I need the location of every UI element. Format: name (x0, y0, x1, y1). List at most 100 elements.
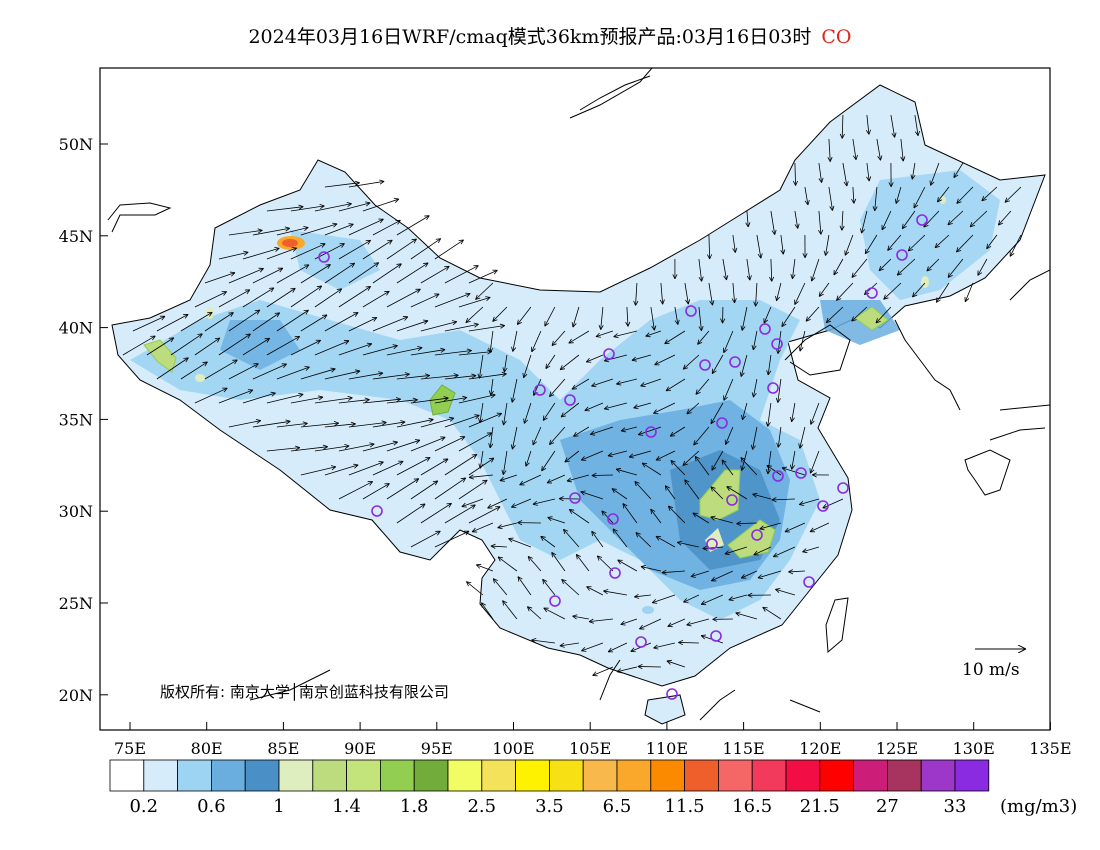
site-marker (759, 323, 771, 335)
wind-arrow (228, 309, 261, 332)
wind-arrow (324, 369, 361, 380)
y-tick-label: 45N (59, 227, 93, 246)
wind-arrow (547, 516, 566, 524)
wind-arrow (372, 372, 410, 380)
wind-arrow (522, 354, 532, 379)
wind-arrow (896, 258, 916, 276)
wind-arrow (581, 642, 604, 652)
wind-arrow (639, 618, 662, 630)
colorbar-swatch (244, 759, 280, 792)
wind-arrow (266, 247, 297, 260)
wind-arrow (702, 545, 723, 551)
colorbar-label: 3.5 (535, 796, 564, 817)
wind-arrow (458, 349, 493, 356)
colorbar-swatch (954, 759, 990, 792)
wind-arrow (851, 306, 868, 322)
y-tick-label: 50N (59, 135, 93, 154)
wind-arrow (766, 465, 782, 476)
pollutant-label: CO (821, 26, 852, 48)
map-layers (107, 68, 1050, 725)
colorbar-swatch (177, 759, 212, 792)
x-tick-label: 105E (569, 739, 611, 758)
wind-arrow (698, 306, 704, 332)
wind-arrow (410, 293, 440, 308)
wind-arrow (468, 371, 507, 380)
wind-arrow (751, 330, 758, 351)
wind-arrow (396, 503, 426, 524)
colorbar-label: 16.5 (732, 796, 772, 817)
wind-arrow (953, 162, 964, 179)
wind-arrow (697, 330, 710, 345)
wind-arrow (693, 426, 710, 446)
wind-arrow (502, 600, 518, 620)
x-tick-label: 125E (876, 739, 918, 758)
wind-arrow (762, 606, 782, 620)
colorbar-label: 33 (944, 796, 967, 817)
colorbar-swatch (549, 759, 584, 792)
y-tick-label: 40N (59, 319, 93, 338)
wind-arrow (686, 618, 710, 627)
wind-arrow (542, 578, 556, 596)
colorbar-label: 0.2 (129, 796, 158, 817)
concentration-hotspots (143, 196, 946, 614)
wind-arrow (242, 287, 275, 308)
wind-arrow (501, 402, 508, 426)
wind-arrow (156, 313, 189, 332)
wind-arrow (468, 323, 505, 332)
wind-arrow (488, 378, 494, 396)
wind-arrow (653, 642, 676, 650)
wind-arrow (276, 309, 309, 332)
wind-arrow (1004, 186, 1022, 203)
wind-arrow (741, 402, 748, 421)
wind-arrow (276, 421, 308, 428)
wind-arrow (386, 238, 417, 260)
copyright-text: 版权所有: 南京大学│南京创蓝科技有限公司 (160, 683, 449, 701)
wind-arrow (887, 234, 902, 251)
wind-arrow (746, 258, 752, 281)
wind-arrow (997, 210, 1012, 226)
wind-arrow (194, 387, 228, 404)
wind-arrow (664, 330, 686, 345)
wind-arrow (290, 285, 323, 308)
wind-arrow (635, 532, 652, 548)
wind-arrow (641, 462, 662, 476)
wind-arrow (833, 258, 844, 276)
wind-arrow (665, 378, 686, 392)
colorbar-label: 27 (876, 796, 899, 817)
wind-arrow (468, 457, 495, 476)
wind-arrow (466, 581, 484, 596)
wind-arrow (890, 114, 897, 138)
wind-arrow (866, 162, 872, 182)
wind-arrow (827, 138, 833, 162)
wind-arrow (563, 528, 580, 548)
wind-arrow (551, 330, 566, 347)
wind-arrow (218, 289, 251, 308)
y-axis: 50N 45N 40N 35N 30N 25N 20N (59, 135, 108, 705)
wind-arrow (628, 450, 652, 459)
wind-arrow (684, 479, 700, 500)
wind-arrow (710, 402, 724, 425)
wind-arrow (766, 354, 772, 376)
x-tick-label: 100E (492, 739, 534, 758)
wind-arrow (218, 250, 249, 260)
wind-arrow (531, 638, 555, 644)
colorbar-swatch (109, 759, 145, 792)
wind-arrow (634, 593, 651, 599)
wind-arrow (372, 263, 402, 284)
wind-arrow (634, 480, 652, 500)
wind-arrow (444, 373, 477, 380)
wind-arrow (475, 282, 494, 300)
wind-arrow (726, 486, 748, 500)
wind-arrow (420, 265, 450, 284)
wind-arrow (695, 378, 710, 395)
wind-arrow (711, 570, 734, 582)
wind-arrow (977, 258, 988, 276)
colorbar-swatch (684, 759, 719, 792)
site-marker (609, 567, 621, 579)
colorbar-swatch (616, 759, 652, 792)
wind-arrow (655, 535, 676, 548)
wind-arrow (532, 498, 556, 506)
site-marker (772, 470, 784, 482)
wind-arrow (620, 426, 638, 433)
